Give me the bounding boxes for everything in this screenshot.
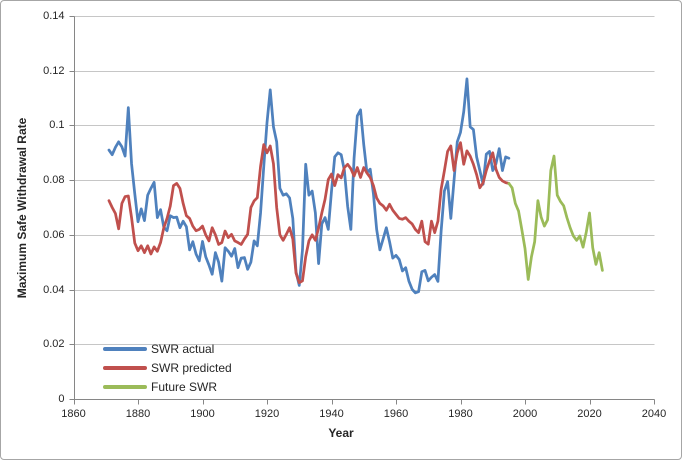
y-tick-label: 0.1 bbox=[49, 119, 65, 132]
legend-label-future-swr: Future SWR bbox=[151, 380, 218, 394]
x-tick-label: 1860 bbox=[61, 408, 86, 420]
series-line-swr-predicted bbox=[107, 141, 511, 285]
series-line-swr-actual bbox=[107, 77, 511, 295]
legend-swatch-swr-actual bbox=[103, 347, 147, 351]
legend-label-swr-actual: SWR actual bbox=[151, 342, 215, 356]
x-tick-label: 1940 bbox=[319, 408, 344, 420]
x-tick-label: 2000 bbox=[512, 408, 538, 420]
y-tick-label: 0 bbox=[58, 393, 65, 405]
legend-swatch-swr-predicted bbox=[103, 366, 147, 370]
gridlines bbox=[74, 16, 655, 345]
y-tick-label: 0.08 bbox=[43, 174, 65, 187]
legend-label-swr-predicted: SWR predicted bbox=[151, 361, 232, 375]
legend: SWR actual SWR predicted Future SWR bbox=[103, 342, 232, 394]
legend-item-swr-actual: SWR actual bbox=[103, 342, 232, 356]
y-tick-label: 0.06 bbox=[43, 228, 65, 241]
y-tick-label: 0.02 bbox=[43, 338, 65, 351]
x-tick-label: 1880 bbox=[125, 408, 151, 420]
legend-item-swr-predicted: SWR predicted bbox=[103, 361, 232, 375]
legend-swatch-future-swr bbox=[103, 385, 147, 389]
y-axis-title: Maximum Safe Withdrawal Rate bbox=[15, 117, 29, 299]
x-tick-label: 1960 bbox=[383, 408, 409, 420]
x-tick-label: 2040 bbox=[641, 408, 667, 420]
axis-lines bbox=[74, 16, 655, 400]
x-axis-title: Year bbox=[328, 426, 354, 440]
x-tick-label: 1900 bbox=[190, 408, 215, 420]
y-tick-label: 0.14 bbox=[43, 10, 65, 22]
legend-item-future-swr: Future SWR bbox=[103, 380, 232, 394]
series-line-future-swr bbox=[507, 154, 604, 281]
y-tick-label: 0.04 bbox=[43, 283, 65, 296]
x-tick-label: 2020 bbox=[577, 408, 602, 420]
x-tick-label: 1920 bbox=[254, 408, 280, 420]
tick-marks bbox=[69, 16, 655, 405]
x-tick-label: 1980 bbox=[448, 408, 473, 420]
series-lines bbox=[107, 77, 604, 295]
y-tick-label: 0.12 bbox=[43, 64, 65, 77]
